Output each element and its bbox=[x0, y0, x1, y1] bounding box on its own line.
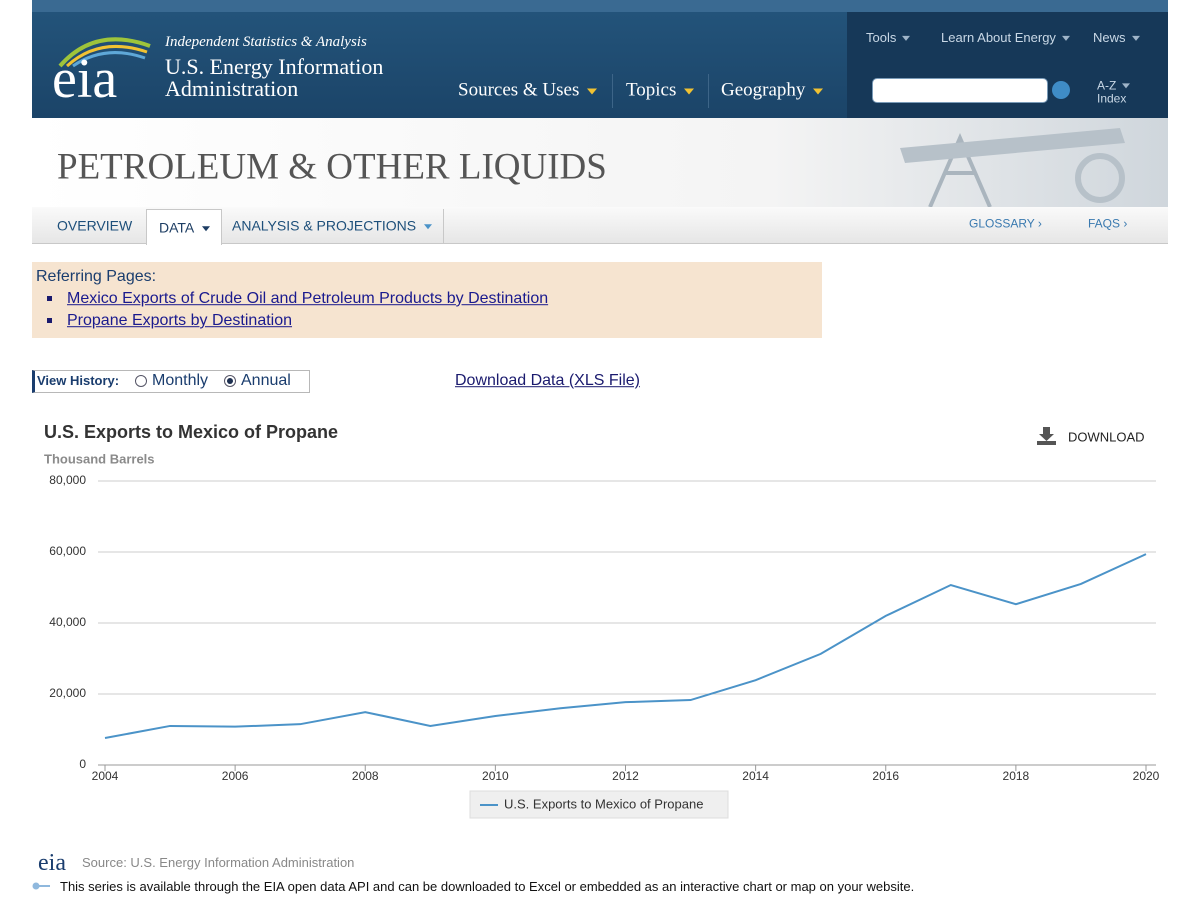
main-nav-item[interactable]: Sources & Uses bbox=[458, 79, 598, 102]
utility-link[interactable]: Tools bbox=[866, 29, 911, 45]
header-top-stripe bbox=[32, 0, 1168, 12]
referring-link[interactable]: Propane Exports by Destination bbox=[67, 312, 293, 330]
nav-separator bbox=[708, 74, 709, 108]
api-note: This series is available through the EIA… bbox=[60, 878, 915, 894]
radio[interactable] bbox=[135, 375, 147, 387]
tab-separator bbox=[443, 209, 444, 243]
y-tick-label: 80,000 bbox=[49, 473, 86, 487]
az-text: A-Z bbox=[1097, 78, 1117, 93]
x-tick-label: 2010 bbox=[482, 769, 509, 783]
key-icon bbox=[32, 882, 50, 890]
tab[interactable]: ANALYSIS & PROJECTIONS bbox=[232, 217, 433, 234]
download-label: DOWNLOAD bbox=[1068, 429, 1145, 444]
tab[interactable]: OVERVIEW bbox=[57, 217, 133, 234]
legend-label: U.S. Exports to Mexico of Propane bbox=[504, 796, 703, 811]
index-link[interactable]: Index bbox=[1097, 91, 1127, 106]
x-tick-label: 2016 bbox=[872, 769, 899, 783]
x-tick-label: 2020 bbox=[1133, 769, 1160, 783]
chart-title: U.S. Exports to Mexico of Propane bbox=[44, 422, 338, 442]
footer-logo: eia bbox=[38, 849, 66, 876]
legend-box bbox=[469, 790, 729, 819]
y-tick-label: 40,000 bbox=[49, 615, 86, 629]
radio-label[interactable]: Annual bbox=[241, 372, 291, 390]
tab[interactable]: DATA bbox=[159, 219, 211, 236]
y-tick-label: 0 bbox=[79, 757, 86, 771]
az-link[interactable]: A-Z bbox=[1097, 78, 1131, 93]
referring-box bbox=[32, 262, 822, 338]
utility-link-text: Learn About Energy bbox=[941, 29, 1056, 45]
banner-image bbox=[900, 128, 1125, 207]
series-line bbox=[104, 553, 1147, 740]
tagline: Independent Statistics & Analysis bbox=[165, 33, 367, 50]
utility-link[interactable]: Learn About Energy bbox=[941, 29, 1070, 45]
logo-swoosh bbox=[58, 37, 151, 68]
tab-link[interactable]: FAQS › bbox=[1088, 216, 1128, 231]
view-history-label: View History: bbox=[37, 372, 120, 388]
utility-link-text: Tools bbox=[866, 29, 897, 45]
main-nav-item[interactable]: Geography bbox=[721, 79, 824, 102]
y-axis-title: Thousand Barrels bbox=[44, 451, 155, 466]
y-tick-label: 20,000 bbox=[49, 686, 86, 700]
search-button[interactable] bbox=[1052, 81, 1070, 99]
y-tick-label: 60,000 bbox=[49, 544, 86, 558]
view-history-box bbox=[32, 370, 310, 393]
org-name: Administration bbox=[165, 75, 299, 101]
radio-label[interactable]: Monthly bbox=[152, 372, 209, 390]
x-tick-label: 2006 bbox=[222, 769, 249, 783]
download-icon bbox=[1037, 441, 1056, 445]
nav-separator bbox=[612, 74, 613, 108]
search-input[interactable] bbox=[872, 78, 1048, 103]
bullet bbox=[47, 318, 52, 323]
main-nav-item[interactable]: Topics bbox=[626, 79, 695, 102]
source-note: Source: U.S. Energy Information Administ… bbox=[82, 854, 355, 870]
download-button[interactable]: DOWNLOAD bbox=[1037, 427, 1145, 445]
x-tick-label: 2014 bbox=[742, 769, 769, 783]
utility-link[interactable]: News bbox=[1093, 29, 1140, 45]
x-tick-label: 2008 bbox=[352, 769, 379, 783]
main-nav-text: Geography bbox=[721, 79, 806, 101]
tab-link[interactable]: GLOSSARY › bbox=[969, 216, 1042, 231]
download-icon bbox=[1039, 427, 1054, 441]
main-nav-text: Sources & Uses bbox=[458, 79, 580, 101]
tab-text: ANALYSIS & PROJECTIONS bbox=[232, 217, 417, 234]
logo[interactable]: eia bbox=[52, 48, 118, 111]
main-nav-text: Topics bbox=[626, 79, 677, 101]
legend: U.S. Exports to Mexico of Propane bbox=[469, 790, 729, 819]
download-data-link[interactable]: Download Data (XLS File) bbox=[455, 372, 640, 390]
x-tick-label: 2018 bbox=[1003, 769, 1030, 783]
bullet bbox=[47, 296, 52, 301]
x-tick-label: 2012 bbox=[612, 769, 639, 783]
banner-title: PETROLEUM & OTHER LIQUIDS bbox=[57, 146, 607, 188]
referring-heading: Referring Pages: bbox=[36, 268, 157, 286]
tab-text: DATA bbox=[159, 219, 195, 236]
banner bbox=[32, 118, 1168, 207]
radio[interactable] bbox=[224, 375, 236, 387]
utility-link-text: News bbox=[1093, 29, 1126, 45]
org-name: U.S. Energy Information bbox=[165, 53, 384, 79]
chart: U.S. Exports to Mexico of Propane Thousa… bbox=[44, 422, 1160, 819]
x-tick-label: 2004 bbox=[92, 769, 119, 783]
referring-link[interactable]: Mexico Exports of Crude Oil and Petroleu… bbox=[67, 290, 549, 308]
